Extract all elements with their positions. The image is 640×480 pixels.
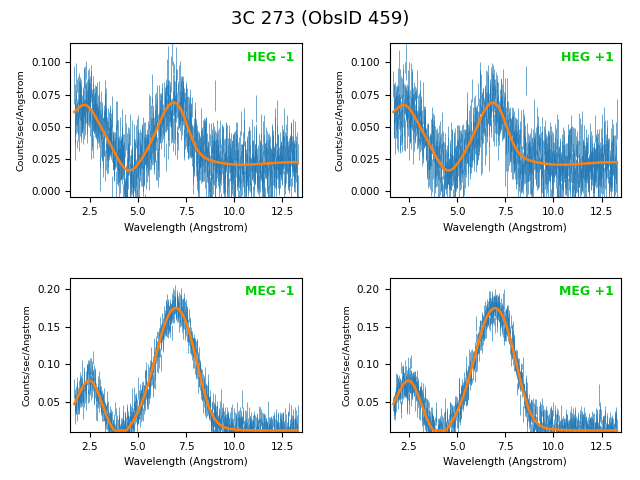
Y-axis label: Counts/sec/Angstrom: Counts/sec/Angstrom [335, 70, 344, 171]
X-axis label: Wavelength (Angstrom): Wavelength (Angstrom) [124, 223, 248, 233]
Text: HEG -1: HEG -1 [247, 51, 295, 64]
X-axis label: Wavelength (Angstrom): Wavelength (Angstrom) [124, 457, 248, 467]
Y-axis label: Counts/sec/Angstrom: Counts/sec/Angstrom [17, 70, 26, 171]
Text: MEG +1: MEG +1 [559, 286, 614, 299]
Y-axis label: Counts/sec/Angstrom: Counts/sec/Angstrom [23, 304, 32, 406]
X-axis label: Wavelength (Angstrom): Wavelength (Angstrom) [444, 223, 567, 233]
Text: 3C 273 (ObsID 459): 3C 273 (ObsID 459) [231, 10, 409, 28]
Text: HEG +1: HEG +1 [561, 51, 614, 64]
Text: MEG -1: MEG -1 [245, 286, 295, 299]
X-axis label: Wavelength (Angstrom): Wavelength (Angstrom) [444, 457, 567, 467]
Y-axis label: Counts/sec/Angstrom: Counts/sec/Angstrom [342, 304, 351, 406]
